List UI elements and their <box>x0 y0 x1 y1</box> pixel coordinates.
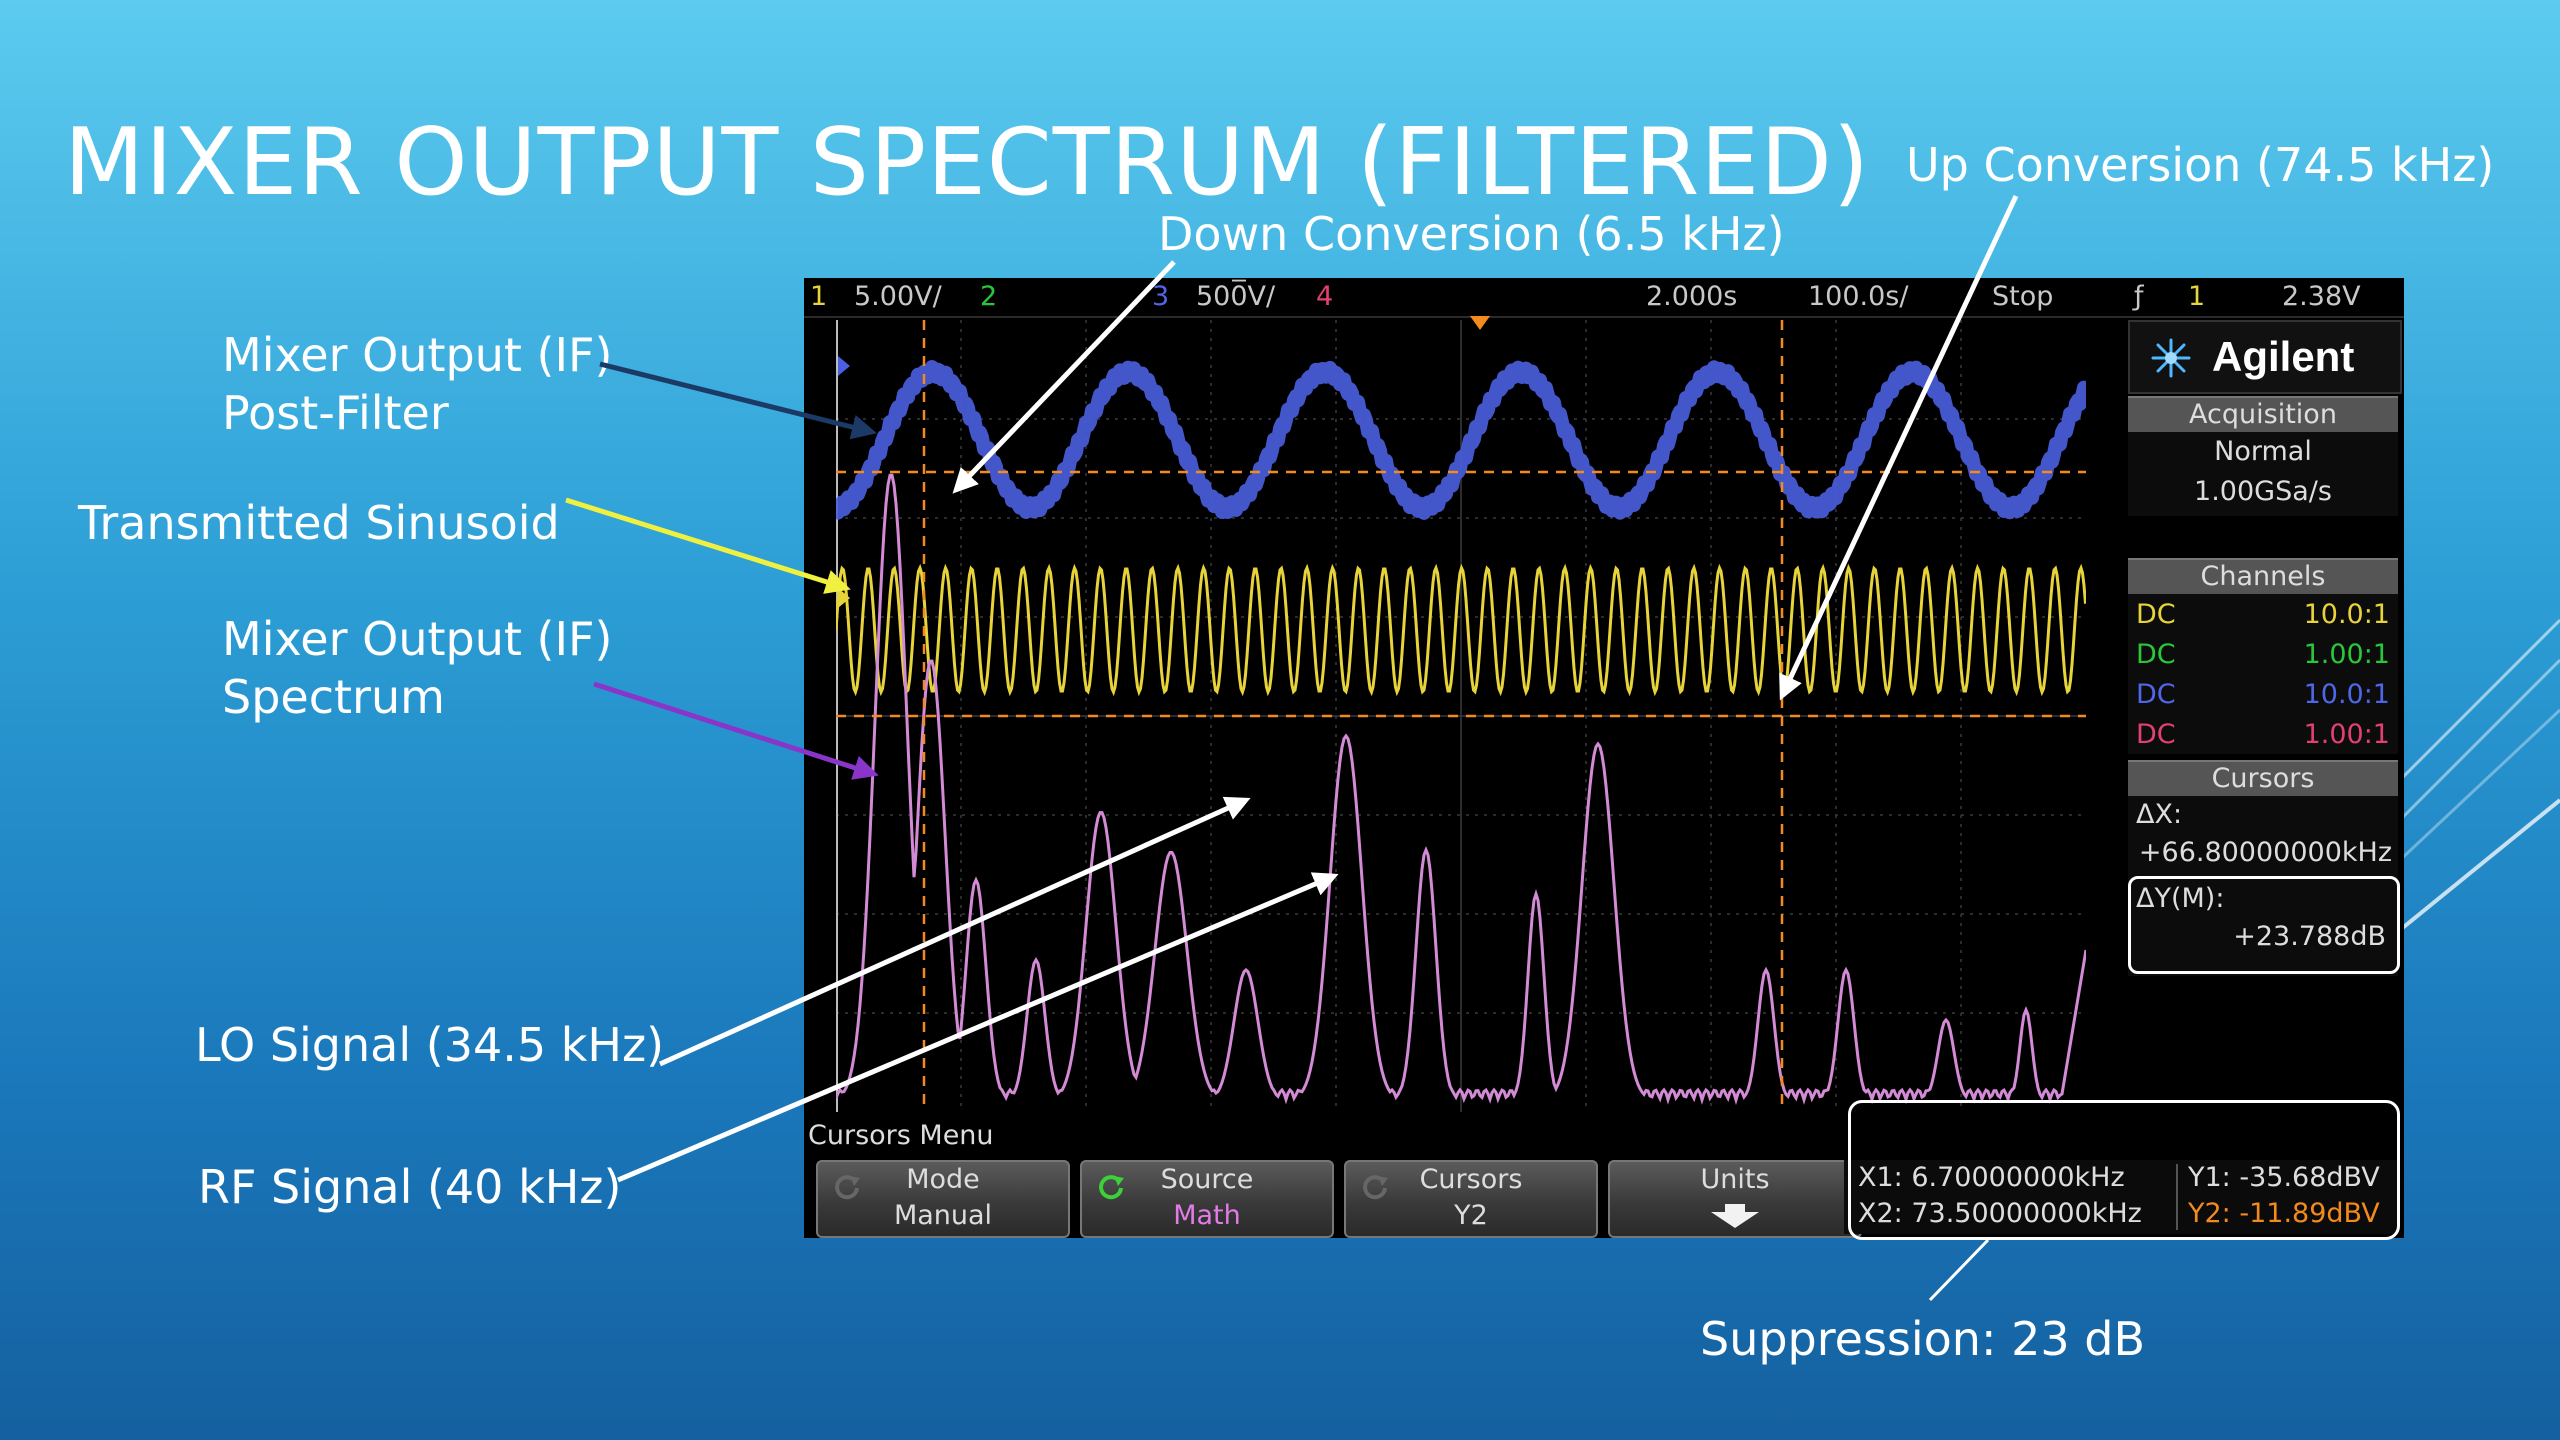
callout-line: Spectrum <box>222 670 445 724</box>
callout-line: Post-Filter <box>222 386 449 440</box>
delta-y-highlight-box <box>2128 876 2400 974</box>
rotate-knob-icon <box>1363 1175 1388 1200</box>
slide-title: MIXER OUTPUT SPECTRUM (FILTERED) <box>64 108 1871 216</box>
cursors-header[interactable]: Cursors <box>2128 760 2398 796</box>
channel-row[interactable]: DC 1.00:1 <box>2136 636 2390 674</box>
callout-mixer-output-post-filter: Mixer Output (IF) Post-Filter <box>222 326 612 442</box>
cursors-body: ΔX: +66.80000000kHz ΔY(M): +23.788dB <box>2128 796 2398 976</box>
trigger-level: 2.38V <box>2282 281 2361 312</box>
menu-title: Cursors Menu <box>808 1120 994 1151</box>
callout-down-conversion: Down Conversion (6.5 kHz) <box>1158 207 1785 261</box>
units-softkey[interactable]: Units <box>1608 1160 1862 1238</box>
source-softkey[interactable]: Source Math <box>1080 1160 1334 1238</box>
waveform-display[interactable] <box>836 320 2086 1112</box>
arrow-down-icon <box>1711 1204 1759 1228</box>
softkey-value: Manual <box>893 1200 993 1231</box>
scope-side-panel: Agilent Acquisition Normal 1.00GSa/s Cha… <box>2126 320 2402 1112</box>
channel-probe: 10.0:1 <box>2303 679 2390 710</box>
delta-x-label: ΔX: <box>2136 799 2183 830</box>
agilent-spark-icon <box>2151 338 2191 378</box>
callout-up-conversion: Up Conversion (74.5 kHz) <box>1906 138 2495 192</box>
channel-probe: 1.00:1 <box>2303 639 2390 670</box>
channel-coupling: DC <box>2136 719 2176 750</box>
ch3-scale: 500̅V/ <box>1196 281 1276 312</box>
acquisition-rate: 1.00GSa/s <box>2194 476 2332 507</box>
trigger-channel: 1 <box>2188 281 2206 312</box>
channel-coupling: DC <box>2136 679 2176 710</box>
softkey-label: Cursors <box>1419 1164 1523 1195</box>
time-delay: 2.000s <box>1646 281 1738 312</box>
channels-body: DC 10.0:1 DC 1.00:1 DC 10.0:1 DC 1.00:1 <box>2128 594 2398 754</box>
acquisition-header[interactable]: Acquisition <box>2128 396 2398 432</box>
delta-x-value: +66.80000000kHz <box>2138 837 2392 868</box>
delta-y-label: ΔY(M): <box>2136 883 2225 914</box>
readout-divider <box>2176 1164 2178 1230</box>
ch1-scale: 5.00V/ <box>854 281 942 312</box>
time-scale: 100.0s/ <box>1808 281 1909 312</box>
ch1-number[interactable]: 1 <box>810 281 828 312</box>
suppression-highlight-box <box>1848 1100 2400 1240</box>
trigger-edge-icon: ƒ <box>2134 281 2144 312</box>
channel-row[interactable]: DC 10.0:1 <box>2136 676 2390 714</box>
softkey-label: Units <box>1700 1164 1770 1195</box>
x1-readout: X1: 6.70000000kHz <box>1858 1162 2125 1193</box>
y2-readout: Y2: -11.89dBV <box>2188 1198 2380 1229</box>
ch2-number[interactable]: 2 <box>980 281 998 312</box>
callout-line: Mixer Output (IF) <box>222 612 613 666</box>
brand-name: Agilent <box>2212 333 2355 380</box>
softkey-value: Y2 <box>1454 1200 1488 1231</box>
channel-coupling: DC <box>2136 599 2176 630</box>
acquisition-body: Normal 1.00GSa/s <box>2128 432 2398 516</box>
suppression-leader <box>1928 1238 1990 1302</box>
callout-line: Mixer Output (IF) <box>222 328 613 382</box>
callout-mixer-output-spectrum: Mixer Output (IF) Spectrum <box>222 610 612 726</box>
y1-readout: Y1: -35.68dBV <box>2188 1162 2380 1193</box>
delta-y-value: +23.788dB <box>2233 921 2386 952</box>
callout-rf-signal: RF Signal (40 kHz) <box>198 1160 622 1214</box>
mode-softkey[interactable]: Mode Manual <box>816 1160 1070 1238</box>
channel-coupling: DC <box>2136 639 2176 670</box>
brand-header: Agilent <box>2128 320 2402 394</box>
x2-readout: X2: 73.50000000kHz <box>1858 1198 2142 1229</box>
callout-suppression: Suppression: 23 dB <box>1700 1312 2145 1366</box>
rotate-knob-icon <box>835 1175 860 1200</box>
rotate-knob-icon <box>1099 1175 1124 1200</box>
scope-status-bar: 1 5.00V/ 2 3 500̅V/ 4 2.000s 100.0s/ Sto… <box>804 278 2404 318</box>
ch4-number[interactable]: 4 <box>1316 281 1334 312</box>
cursor-readout: X1: 6.70000000kHz X2: 73.50000000kHz Y1:… <box>1844 1160 2398 1234</box>
cursors-softkey[interactable]: Cursors Y2 <box>1344 1160 1598 1238</box>
channel-probe: 10.0:1 <box>2303 599 2390 630</box>
softkey-value: Math <box>1173 1200 1241 1231</box>
ch3-ground-marker <box>838 356 850 376</box>
channel-row[interactable]: DC 1.00:1 <box>2136 716 2390 754</box>
ch3-number[interactable]: 3 <box>1152 281 1170 312</box>
run-state: Stop <box>1992 281 2054 312</box>
channel-row[interactable]: DC 10.0:1 <box>2136 596 2390 634</box>
waveform-plot <box>836 320 2086 1112</box>
channel-probe: 1.00:1 <box>2303 719 2390 750</box>
acquisition-mode: Normal <box>2214 436 2312 467</box>
callout-transmitted-sinusoid: Transmitted Sinusoid <box>78 496 560 550</box>
trigger-position-marker <box>1470 316 1490 330</box>
channels-header[interactable]: Channels <box>2128 558 2398 594</box>
callout-lo-signal: LO Signal (34.5 kHz) <box>195 1018 665 1072</box>
oscilloscope-screen: 1 5.00V/ 2 3 500̅V/ 4 2.000s 100.0s/ Sto… <box>804 278 2404 1240</box>
